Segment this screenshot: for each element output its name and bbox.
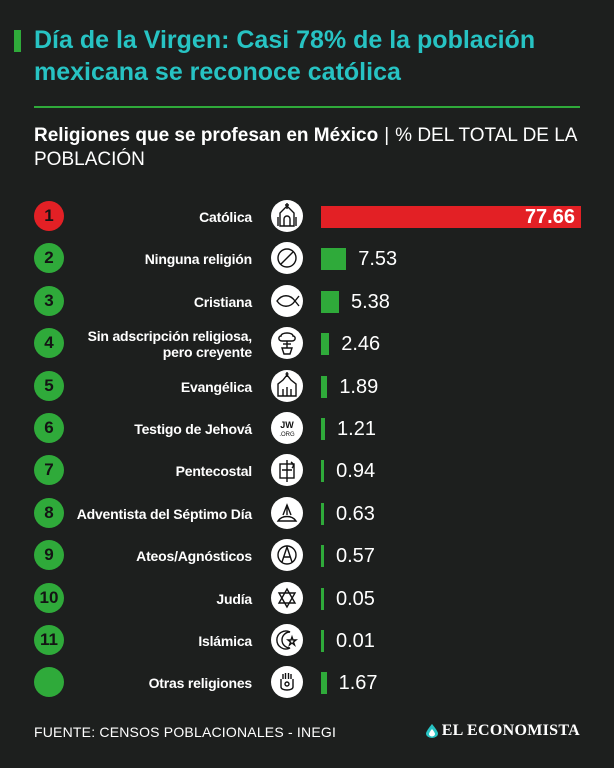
bar-row: Otras religiones 1.67 bbox=[0, 663, 614, 703]
bar-row: 3 Cristiana 5.38 bbox=[0, 282, 614, 322]
bar-row: 11 Islámica 0.01 bbox=[0, 621, 614, 661]
category-label: Otras religiones bbox=[148, 675, 253, 692]
pentecostal-icon bbox=[270, 453, 304, 487]
brand-name: EL ECONOMISTA bbox=[441, 722, 580, 739]
adventist-icon bbox=[270, 496, 304, 530]
bar bbox=[321, 587, 324, 610]
hamsa-icon bbox=[270, 665, 304, 699]
bar bbox=[321, 545, 324, 568]
value-label: 0.94 bbox=[336, 460, 376, 483]
value-label: 1.21 bbox=[337, 418, 376, 440]
bar-row: 7 Pentecostal 0.94 bbox=[0, 451, 614, 491]
rank-badge: 5 bbox=[34, 370, 64, 401]
category-label: Ninguna religión bbox=[144, 251, 252, 268]
category-label: Sin adscripción religiosa, pero creyente bbox=[87, 328, 253, 361]
svg-text:.ORG: .ORG bbox=[279, 432, 295, 438]
bar-row: 2 Ninguna religión 7.53 bbox=[0, 239, 614, 279]
cathedral-icon bbox=[270, 199, 304, 233]
bar bbox=[321, 333, 330, 356]
value-label: 0.63 bbox=[336, 502, 375, 525]
bar bbox=[321, 502, 324, 525]
bar bbox=[321, 290, 339, 313]
rank-badge: 8 bbox=[34, 497, 64, 528]
jw-org-icon: JW .ORG bbox=[270, 411, 304, 445]
value-label: 77.66 bbox=[524, 206, 575, 228]
bar bbox=[321, 418, 326, 440]
category-label: Ateos/Agnósticos bbox=[136, 548, 252, 565]
crescent-star-icon bbox=[270, 623, 304, 657]
atheist-symbol-icon bbox=[270, 538, 304, 572]
bar bbox=[321, 460, 325, 483]
value-label: 0.05 bbox=[336, 587, 375, 610]
chart-subtitle: Religiones que se profesan en México |% D… bbox=[34, 124, 594, 172]
bar-row: 8 Adventista del Séptimo Día 0.63 bbox=[0, 494, 614, 534]
category-label: Judía bbox=[216, 590, 252, 607]
rank-badge: 3 bbox=[34, 285, 64, 316]
value-label: 1.89 bbox=[339, 375, 379, 398]
rank-badge bbox=[34, 667, 64, 698]
headline-accent-bar bbox=[14, 30, 21, 52]
category-label: Adventista del Séptimo Día bbox=[76, 505, 252, 522]
bar bbox=[321, 206, 581, 228]
category-label: Evangélica bbox=[180, 378, 252, 395]
bar bbox=[321, 375, 328, 398]
bar bbox=[321, 248, 347, 271]
rank-badge: 11 bbox=[34, 625, 64, 655]
source-note: FUENTE: CENSOS POBLACIONALES - INEGI bbox=[34, 724, 337, 740]
rank-badge: 10 bbox=[34, 582, 64, 613]
rank-badge: 9 bbox=[34, 540, 64, 571]
rank-badge: 4 bbox=[34, 328, 64, 359]
bar bbox=[321, 672, 327, 695]
chart-title: Religiones que se profesan en México bbox=[34, 125, 379, 146]
value-label: 0.01 bbox=[336, 630, 375, 652]
bar-row: 6 Testigo de Jehová JW .ORG 1.21 bbox=[0, 409, 614, 449]
bar-row: 9 Ateos/Agnósticos 0.57 bbox=[0, 536, 614, 576]
svg-text:JW: JW bbox=[280, 420, 294, 430]
droplet-logo-icon bbox=[425, 724, 438, 738]
category-label: Católica bbox=[199, 209, 252, 225]
star-of-david-icon bbox=[270, 581, 304, 615]
title-separator: | bbox=[384, 125, 390, 146]
value-label: 5.38 bbox=[351, 290, 390, 313]
category-label: Pentecostal bbox=[175, 463, 253, 480]
chart-unit: % DEL TOTAL DE LA POBLACIÓN bbox=[34, 125, 577, 170]
category-label: Islámica bbox=[198, 633, 252, 649]
rank-badge: 2 bbox=[34, 243, 64, 274]
category-label: Testigo de Jehová bbox=[134, 421, 252, 437]
rank-badge: 1 bbox=[34, 201, 64, 231]
value-label: 2.46 bbox=[341, 333, 381, 356]
value-label: 0.57 bbox=[336, 545, 375, 568]
bar-row: 10 Judía 0.05 bbox=[0, 579, 614, 619]
headline-divider bbox=[34, 106, 580, 108]
bar-row: 5 Evangélica 1.89 bbox=[0, 367, 614, 407]
rank-badge: 6 bbox=[34, 413, 64, 443]
brand-logo: EL ECONOMISTA bbox=[425, 722, 580, 740]
value-label: 7.53 bbox=[358, 248, 398, 271]
praying-hands-icon bbox=[270, 326, 304, 360]
value-label: 1.67 bbox=[338, 672, 378, 695]
bar-row: 4 Sin adscripción religiosa, pero creyente… bbox=[0, 324, 614, 364]
church-icon bbox=[270, 369, 304, 403]
no-symbol-icon bbox=[270, 241, 304, 275]
bar bbox=[321, 630, 324, 652]
headline: Día de la Virgen: Casi 78% de la poblaci… bbox=[34, 26, 536, 86]
bar-row: 1 Católica 77.66 bbox=[0, 197, 614, 237]
rank-badge: 7 bbox=[34, 455, 64, 486]
category-label: Cristiana bbox=[193, 293, 252, 310]
ichthys-fish-icon bbox=[270, 284, 304, 318]
